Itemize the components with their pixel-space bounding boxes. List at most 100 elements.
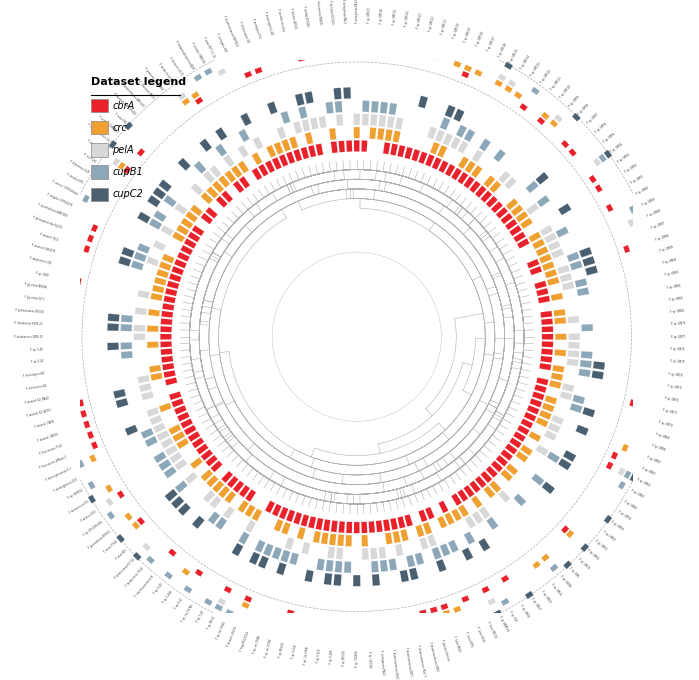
Wedge shape [165,489,178,502]
Wedge shape [487,517,498,530]
Wedge shape [527,259,540,269]
Wedge shape [194,73,203,82]
Text: P. taiwanensis SJ9: P. taiwanensis SJ9 [29,256,52,265]
Wedge shape [153,241,166,251]
Wedge shape [206,186,219,199]
Wedge shape [175,459,187,471]
Text: P. sp. im 17668: P. sp. im 17668 [215,621,227,640]
Wedge shape [75,277,82,285]
Wedge shape [520,445,533,456]
Wedge shape [538,296,550,303]
Wedge shape [479,506,491,519]
Wedge shape [542,334,553,340]
Wedge shape [335,101,343,113]
Text: P. mendocina ymp: P. mendocina ymp [276,8,285,32]
Wedge shape [108,140,117,149]
Wedge shape [591,371,604,379]
Wedge shape [353,575,361,586]
Text: P. sp. GM115: P. sp. GM115 [391,9,398,25]
Wedge shape [215,517,227,530]
Wedge shape [389,32,396,38]
Wedge shape [445,164,455,177]
Text: P. sp. GM106: P. sp. GM106 [498,42,508,58]
Wedge shape [194,161,206,174]
Wedge shape [437,145,447,158]
Wedge shape [204,598,212,606]
Text: P. stutzeri A1501: P. stutzeri A1501 [289,7,298,29]
Wedge shape [554,318,566,324]
Text: P. kennaensis D23: P. kennaensis D23 [69,499,90,514]
Wedge shape [463,485,475,497]
Wedge shape [83,420,90,428]
Wedge shape [137,211,150,224]
Wedge shape [238,160,249,173]
Wedge shape [215,604,223,611]
Wedge shape [170,452,182,463]
Wedge shape [131,521,140,530]
Text: P. loteabensis H386-23: P. loteabensis H386-23 [15,322,43,326]
Wedge shape [315,518,324,530]
Text: P. mandelii JR-1: P. mandelii JR-1 [86,139,104,154]
Wedge shape [106,498,114,506]
Text: P. sp. GM105: P. sp. GM105 [508,48,519,64]
Text: P. sp. E-40: P. sp. E-40 [31,360,44,364]
Wedge shape [270,41,278,48]
Wedge shape [436,559,447,572]
Wedge shape [120,324,132,331]
Wedge shape [442,133,453,146]
Wedge shape [533,561,541,569]
Wedge shape [535,418,549,428]
Wedge shape [554,114,563,123]
Wedge shape [83,245,90,253]
Text: P. sp. GM117: P. sp. GM117 [367,7,372,23]
Wedge shape [532,392,545,401]
Wedge shape [287,609,294,616]
Wedge shape [157,430,170,441]
Text: P. reinekei MT1: P. reinekei MT1 [66,173,84,185]
Wedge shape [180,218,194,229]
Wedge shape [51,309,57,317]
Wedge shape [147,341,159,348]
Wedge shape [171,266,184,275]
Wedge shape [451,493,462,506]
Wedge shape [171,496,184,509]
Wedge shape [180,418,193,428]
Wedge shape [266,145,276,158]
Text: P. sp. GM90: P. sp. GM90 [635,186,650,196]
Wedge shape [192,515,205,529]
Wedge shape [55,248,62,256]
Text: P. syringae DC3000: P. syringae DC3000 [329,0,334,24]
Text: P. sp. UW4b: P. sp. UW4b [559,574,572,588]
Wedge shape [505,219,517,230]
Wedge shape [471,46,480,54]
Wedge shape [177,252,189,262]
Wedge shape [245,489,256,502]
Text: P. sava 27942: P. sava 27942 [103,539,120,554]
Text: P. sp. S-E42: P. sp. S-E42 [291,645,298,660]
Wedge shape [482,615,491,623]
Text: P. azotoformans IAM1243: P. azotoformans IAM1243 [120,82,145,107]
Text: P. fragi M121524: P. fragi M121524 [239,630,250,652]
Wedge shape [561,525,569,534]
Wedge shape [268,35,277,41]
Wedge shape [296,619,304,625]
Text: P. sp. GM116: P. sp. GM116 [380,7,384,24]
Wedge shape [133,552,142,561]
Text: pelA: pelA [113,145,134,155]
Wedge shape [415,552,424,565]
Text: P. sp. GM110: P. sp. GM110 [452,22,461,39]
Wedge shape [520,218,533,229]
Wedge shape [465,515,476,528]
Text: P. chlororaphis O6: P. chlororaphis O6 [238,20,250,43]
Wedge shape [45,369,51,377]
Wedge shape [541,112,549,120]
Text: P. sp. GM99: P. sp. GM99 [568,95,581,107]
Wedge shape [618,481,626,490]
Text: P. sp. GM80: P. sp. GM80 [670,309,684,314]
Wedge shape [361,522,368,533]
Wedge shape [478,538,490,551]
Text: P. sp. GM56: P. sp. GM56 [610,520,624,531]
Wedge shape [74,254,80,262]
Wedge shape [451,509,462,522]
Text: P. migulae CIP104470: P. migulae CIP104470 [46,192,73,207]
